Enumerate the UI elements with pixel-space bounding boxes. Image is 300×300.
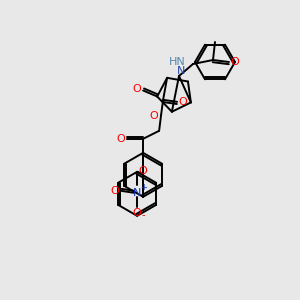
Text: O: O [179,97,188,107]
Text: O: O [117,134,125,144]
Text: O: O [111,186,119,196]
Text: N: N [133,188,141,198]
Text: O: O [139,166,148,176]
Text: -: - [141,210,145,220]
Text: O: O [133,83,142,94]
Text: HN: HN [169,57,186,67]
Text: N: N [177,66,185,76]
Text: O: O [231,57,239,67]
Text: +: + [140,183,146,192]
Text: O: O [150,111,158,121]
Text: O: O [133,208,142,218]
